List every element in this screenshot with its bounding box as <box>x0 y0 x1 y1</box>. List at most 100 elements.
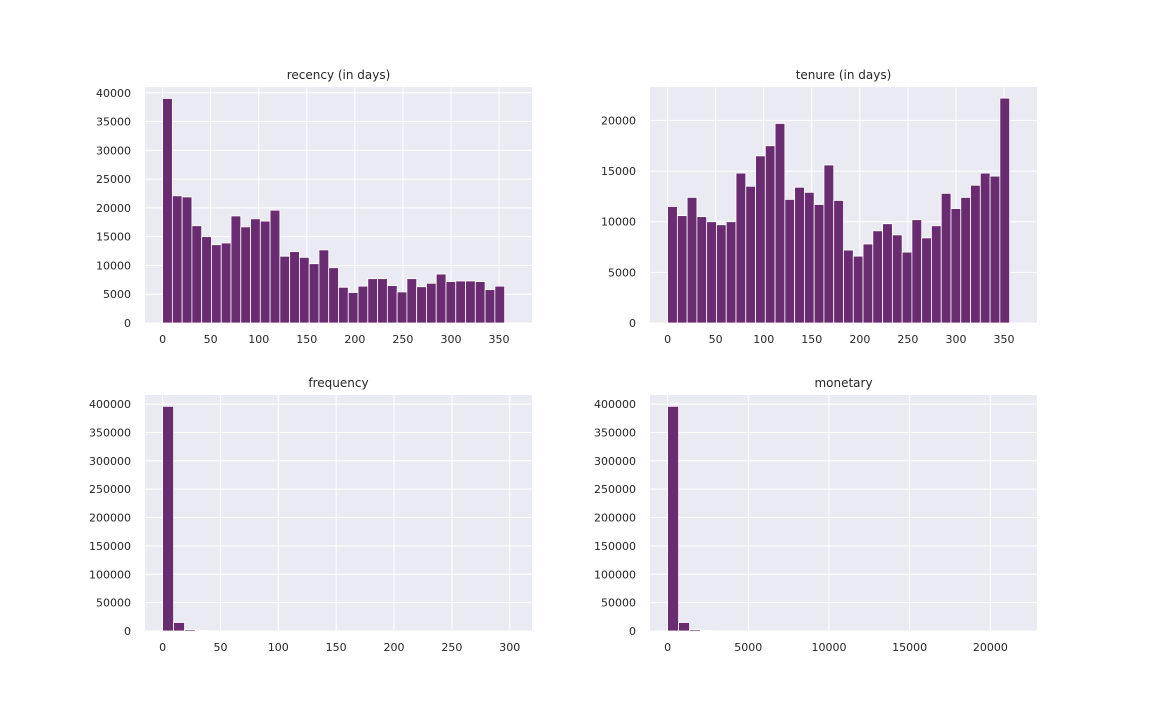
histogram-bar <box>891 234 903 324</box>
y-tick-label: 25000 <box>96 173 131 186</box>
x-tick-label: 10000 <box>811 641 846 654</box>
y-tick-labels: 0 5000 10000 15000 20000 <box>601 114 636 330</box>
x-tick-label: 150 <box>801 333 822 346</box>
histogram-bar <box>774 123 786 324</box>
histogram-bars <box>162 98 506 324</box>
histogram-bar <box>195 630 207 632</box>
x-tick-label: 0 <box>664 641 671 654</box>
x-tick-label: 150 <box>326 641 347 654</box>
histogram-bar <box>784 199 796 324</box>
histogram-bar <box>338 286 349 324</box>
x-tick-label: 300 <box>440 333 461 346</box>
histogram-bar <box>240 226 251 324</box>
histogram-bars <box>162 405 515 632</box>
y-tick-labels: 0 50000 100000 150000 200000 250000 300000 3500… <box>594 398 636 638</box>
y-tick-label: 300000 <box>89 455 131 468</box>
histogram-bar <box>426 282 437 324</box>
y-tick-label: 350000 <box>594 426 636 439</box>
y-tick-labels: 0 5000 10000 15000 20000 25000 30000 35000 40000 <box>96 87 131 330</box>
histogram-bar <box>686 197 698 324</box>
x-tick-label: 0 <box>159 641 166 654</box>
histogram-bar <box>377 278 388 324</box>
histogram-bar <box>678 622 690 632</box>
x-tick-label: 200 <box>849 333 870 346</box>
histogram-bars <box>667 97 1011 324</box>
y-tick-label: 15000 <box>601 165 636 178</box>
histogram-bar <box>357 285 369 324</box>
histogram-bar <box>696 216 708 324</box>
histogram-bars <box>667 405 1020 632</box>
y-tick-label: 20000 <box>601 114 636 127</box>
histogram-bar <box>676 215 688 324</box>
y-tick-label: 150000 <box>594 540 636 553</box>
histogram-bar <box>882 223 893 324</box>
histogram-bar <box>960 197 971 324</box>
panel-title: monetary <box>814 376 872 390</box>
histogram-bar <box>181 196 193 324</box>
y-tick-label: 250000 <box>89 483 131 496</box>
histogram-bar <box>804 191 815 324</box>
histogram-bar <box>396 291 408 324</box>
x-tick-labels: 0 50 100 150 200 250 300 <box>159 641 520 654</box>
x-tick-label: 50 <box>204 333 218 346</box>
x-tick-label: 100 <box>248 333 269 346</box>
histogram-bar <box>367 278 378 324</box>
histogram-bar <box>184 629 196 632</box>
x-tick-label: 50 <box>709 333 723 346</box>
histogram-bar <box>328 267 339 324</box>
x-tick-label: 20000 <box>973 641 1008 654</box>
monetary-histogram-panel: 0 5000 10000 15000 20000 0 50000 100000 150000 2… <box>594 376 1037 654</box>
y-tick-label: 35000 <box>96 116 131 129</box>
y-tick-label: 20000 <box>96 202 131 215</box>
y-tick-label: 15000 <box>96 231 131 244</box>
histogram-bar <box>465 280 476 324</box>
histogram-bar <box>689 629 701 632</box>
plot-background <box>145 395 532 631</box>
histogram-bar <box>813 204 825 324</box>
y-tick-label: 50000 <box>601 597 636 610</box>
histogram-bar <box>162 98 173 324</box>
histogram-bar <box>716 224 727 324</box>
x-tick-label: 50 <box>213 641 227 654</box>
histogram-bar <box>706 221 717 324</box>
y-tick-label: 40000 <box>96 87 131 100</box>
gridlines <box>145 395 532 632</box>
histogram-bar <box>833 200 844 324</box>
panel-title: tenure (in days) <box>796 68 892 82</box>
recency-histogram-panel: 0 50 100 150 200 250 300 350 0 5000 10000 15000 200… <box>96 68 532 346</box>
histogram-bar <box>318 249 330 324</box>
y-tick-label: 0 <box>629 625 636 638</box>
histogram-bar <box>852 255 864 324</box>
y-tick-label: 50000 <box>96 597 131 610</box>
x-tick-label: 200 <box>344 333 365 346</box>
y-tick-label: 200000 <box>89 512 131 525</box>
y-tick-label: 10000 <box>96 259 131 272</box>
histogram-bar <box>843 249 854 324</box>
histogram-bar <box>279 255 291 324</box>
histogram-bar <box>794 186 805 324</box>
x-tick-label: 300 <box>499 641 520 654</box>
histogram-bar <box>872 230 883 324</box>
x-tick-label: 250 <box>392 333 413 346</box>
histogram-bar <box>755 155 766 324</box>
histogram-bar <box>862 243 874 324</box>
histogram-bar <box>455 280 466 324</box>
histogram-bar <box>201 236 212 324</box>
x-tick-label: 350 <box>994 333 1015 346</box>
histogram-bar <box>171 195 183 324</box>
histogram-bar <box>921 237 932 324</box>
y-tick-label: 200000 <box>594 512 636 525</box>
histogram-bar <box>940 192 952 324</box>
x-tick-label: 15000 <box>892 641 927 654</box>
y-tick-label: 10000 <box>601 216 636 229</box>
plot-background <box>650 395 1037 631</box>
histogram-bar <box>764 145 776 324</box>
y-tick-label: 350000 <box>89 426 131 439</box>
panel-title: recency (in days) <box>287 68 391 82</box>
gridlines <box>145 87 532 324</box>
x-tick-labels: 0 5000 10000 15000 20000 <box>664 641 1008 654</box>
y-tick-label: 100000 <box>594 568 636 581</box>
x-tick-label: 250 <box>441 641 462 654</box>
histogram-bar <box>979 172 991 324</box>
